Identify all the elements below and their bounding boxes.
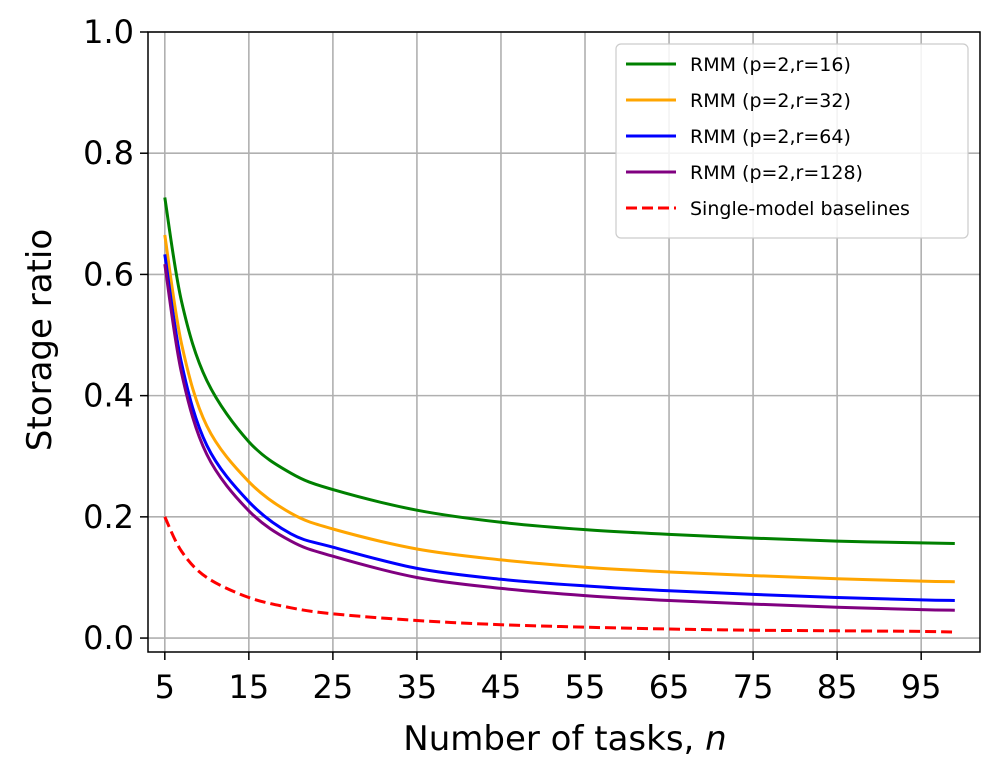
x-tick-label: 15 <box>228 668 269 706</box>
x-tick-label: 5 <box>155 668 175 706</box>
x-tick-label: 45 <box>481 668 522 706</box>
x-tick-label: 85 <box>817 668 858 706</box>
x-axis-ticks: 5 15 25 35 45 55 65 75 85 95 <box>155 652 942 706</box>
y-axis-ticks: 0.0 0.2 0.4 0.6 0.8 1.0 <box>83 13 148 657</box>
x-tick-label: 55 <box>565 668 606 706</box>
x-axis-label-text: Number of tasks, <box>403 719 705 759</box>
y-tick-label: 0.8 <box>83 134 134 172</box>
series-line-2 <box>163 254 955 602</box>
legend-label: RMM (p=2,r=32) <box>690 90 851 112</box>
y-tick-label: 0.4 <box>83 377 134 415</box>
series-line-4 <box>163 516 955 634</box>
legend-label: RMM (p=2,r=64) <box>690 126 851 148</box>
legend-box <box>615 43 969 239</box>
series-line-1 <box>163 234 955 584</box>
legend-label: RMM (p=2,r=128) <box>690 162 863 184</box>
y-tick-label: 1.0 <box>83 13 134 51</box>
y-tick-label: 0.0 <box>83 619 134 657</box>
x-tick-label: 95 <box>901 668 942 706</box>
series-lines <box>163 197 955 634</box>
x-axis-label-variable: n <box>705 719 727 759</box>
legend: RMM (p=2,r=16) RMM (p=2,r=32) RMM (p=2,r=6… <box>615 43 969 239</box>
legend-label: RMM (p=2,r=16) <box>690 54 851 76</box>
series-line-0 <box>163 197 955 545</box>
plot-frame <box>147 31 981 653</box>
y-tick-label: 0.2 <box>83 498 134 536</box>
grid <box>148 31 980 652</box>
y-tick-label: 0.6 <box>83 255 134 293</box>
x-tick-label: 35 <box>397 668 438 706</box>
series-line-3 <box>163 263 955 612</box>
legend-label: Single-model baselines <box>690 198 910 220</box>
y-axis-label: Storage ratio <box>20 229 60 451</box>
x-tick-label: 25 <box>313 668 354 706</box>
x-axis-label: Number of tasks, n <box>403 719 726 759</box>
x-tick-label: 65 <box>649 668 690 706</box>
x-tick-label: 75 <box>733 668 774 706</box>
